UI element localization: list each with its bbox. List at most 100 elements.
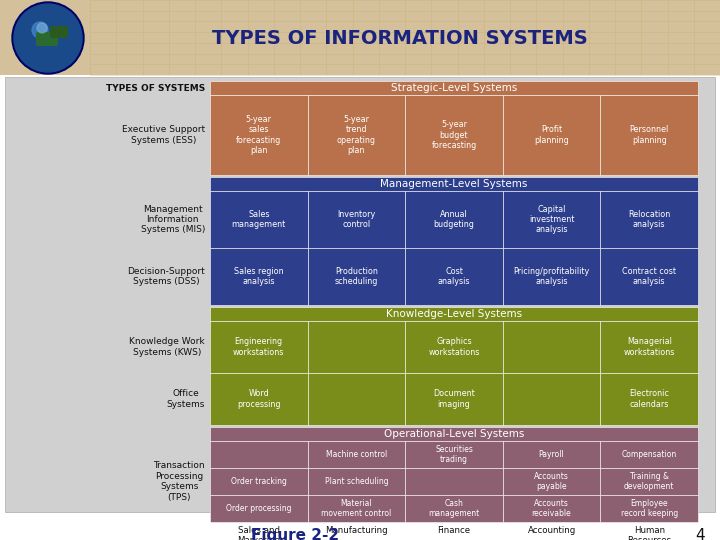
FancyBboxPatch shape xyxy=(307,191,405,248)
FancyBboxPatch shape xyxy=(307,95,405,175)
Text: Contract cost
analysis: Contract cost analysis xyxy=(622,267,676,286)
Text: Material
movement control: Material movement control xyxy=(321,499,392,518)
FancyBboxPatch shape xyxy=(503,191,600,248)
FancyBboxPatch shape xyxy=(210,321,307,373)
Text: Word
processing: Word processing xyxy=(237,389,281,409)
FancyBboxPatch shape xyxy=(600,248,698,305)
Text: Strategic-Level Systems: Strategic-Level Systems xyxy=(391,83,517,93)
Circle shape xyxy=(32,22,48,38)
Text: 4: 4 xyxy=(696,528,705,540)
Text: Plant scheduling: Plant scheduling xyxy=(325,477,388,486)
FancyBboxPatch shape xyxy=(210,248,307,305)
Text: Decision-Support
Systems (DSS): Decision-Support Systems (DSS) xyxy=(127,267,205,286)
FancyBboxPatch shape xyxy=(405,248,503,305)
FancyBboxPatch shape xyxy=(600,468,698,495)
Text: Figure 2-2: Figure 2-2 xyxy=(251,528,339,540)
Text: Order processing: Order processing xyxy=(226,504,292,513)
FancyBboxPatch shape xyxy=(503,321,600,373)
Text: Management
Information
Systems (MIS): Management Information Systems (MIS) xyxy=(140,205,205,234)
Text: Graphics
workstations: Graphics workstations xyxy=(428,338,480,357)
FancyBboxPatch shape xyxy=(600,441,698,468)
Text: Sales and
Marketing: Sales and Marketing xyxy=(237,526,280,540)
Text: Knowledge-Level Systems: Knowledge-Level Systems xyxy=(386,309,522,319)
Text: 5-year
budget
forecasting: 5-year budget forecasting xyxy=(431,120,477,150)
Circle shape xyxy=(14,4,82,72)
Text: Sales
management: Sales management xyxy=(232,210,286,229)
Text: TYPES OF SYSTEMS: TYPES OF SYSTEMS xyxy=(106,84,205,93)
FancyBboxPatch shape xyxy=(210,191,307,248)
FancyBboxPatch shape xyxy=(503,441,600,468)
FancyBboxPatch shape xyxy=(210,495,307,522)
FancyBboxPatch shape xyxy=(405,321,503,373)
Text: Inventory
control: Inventory control xyxy=(337,210,376,229)
Text: Cost
analysis: Cost analysis xyxy=(438,267,470,286)
FancyBboxPatch shape xyxy=(503,495,600,522)
FancyBboxPatch shape xyxy=(503,95,600,175)
Text: Document
imaging: Document imaging xyxy=(433,389,475,409)
FancyBboxPatch shape xyxy=(600,95,698,175)
Text: Securities
trading: Securities trading xyxy=(435,445,473,464)
FancyBboxPatch shape xyxy=(210,95,307,175)
Text: Employee
record keeping: Employee record keeping xyxy=(621,499,678,518)
Text: Production
scheduling: Production scheduling xyxy=(335,267,378,286)
Text: Annual
budgeting: Annual budgeting xyxy=(433,210,474,229)
FancyBboxPatch shape xyxy=(307,248,405,305)
Text: Sales region
analysis: Sales region analysis xyxy=(234,267,284,286)
Text: Payroll: Payroll xyxy=(539,450,564,459)
FancyBboxPatch shape xyxy=(405,191,503,248)
Text: Office
Systems: Office Systems xyxy=(166,389,205,409)
FancyBboxPatch shape xyxy=(307,468,405,495)
Text: Human
Resources: Human Resources xyxy=(627,526,671,540)
FancyBboxPatch shape xyxy=(307,373,405,425)
FancyBboxPatch shape xyxy=(5,77,715,512)
Text: Order tracking: Order tracking xyxy=(231,477,287,486)
FancyBboxPatch shape xyxy=(307,321,405,373)
Text: Knowledge Work
Systems (KWS): Knowledge Work Systems (KWS) xyxy=(130,338,205,357)
FancyBboxPatch shape xyxy=(405,441,503,468)
FancyBboxPatch shape xyxy=(503,248,600,305)
FancyBboxPatch shape xyxy=(405,373,503,425)
FancyBboxPatch shape xyxy=(307,441,405,468)
FancyBboxPatch shape xyxy=(36,32,58,46)
FancyBboxPatch shape xyxy=(210,468,307,495)
Text: Profit
planning: Profit planning xyxy=(534,125,569,145)
FancyBboxPatch shape xyxy=(0,0,720,75)
Text: Personnel
planning: Personnel planning xyxy=(629,125,669,145)
Text: Engineering
workstations: Engineering workstations xyxy=(233,338,284,357)
Text: Capital
investment
analysis: Capital investment analysis xyxy=(529,205,575,234)
FancyBboxPatch shape xyxy=(600,321,698,373)
Text: Relocation
analysis: Relocation analysis xyxy=(628,210,670,229)
FancyBboxPatch shape xyxy=(210,81,698,95)
Text: Executive Support
Systems (ESS): Executive Support Systems (ESS) xyxy=(122,125,205,145)
FancyBboxPatch shape xyxy=(50,26,68,38)
Text: Manufacturing: Manufacturing xyxy=(325,526,387,535)
Text: Managerial
workstations: Managerial workstations xyxy=(624,338,675,357)
FancyBboxPatch shape xyxy=(600,495,698,522)
Text: TYPES OF INFORMATION SYSTEMS: TYPES OF INFORMATION SYSTEMS xyxy=(212,29,588,48)
Text: Transaction
Processing
Systems
(TPS): Transaction Processing Systems (TPS) xyxy=(153,461,205,502)
FancyBboxPatch shape xyxy=(210,441,307,468)
Text: Cash
management: Cash management xyxy=(428,499,480,518)
FancyBboxPatch shape xyxy=(210,427,698,441)
FancyBboxPatch shape xyxy=(405,95,503,175)
Text: Operational-Level Systems: Operational-Level Systems xyxy=(384,429,524,439)
Text: Finance: Finance xyxy=(438,526,471,535)
FancyBboxPatch shape xyxy=(210,373,307,425)
FancyBboxPatch shape xyxy=(503,373,600,425)
Text: 5-year
trend
operating
plan: 5-year trend operating plan xyxy=(337,115,376,155)
Text: 5-year
sales
forecasting
plan: 5-year sales forecasting plan xyxy=(236,115,282,155)
Text: Accounts
payable: Accounts payable xyxy=(534,472,569,491)
FancyBboxPatch shape xyxy=(600,191,698,248)
Circle shape xyxy=(37,23,47,33)
Text: Training &
development: Training & development xyxy=(624,472,675,491)
Text: Machine control: Machine control xyxy=(325,450,387,459)
Text: Management-Level Systems: Management-Level Systems xyxy=(380,179,528,189)
Text: Pricing/profitability
analysis: Pricing/profitability analysis xyxy=(513,267,590,286)
FancyBboxPatch shape xyxy=(210,307,698,321)
Text: Accounting: Accounting xyxy=(528,526,576,535)
FancyBboxPatch shape xyxy=(405,495,503,522)
Text: Electronic
calendars: Electronic calendars xyxy=(629,389,669,409)
Text: Accounts
receivable: Accounts receivable xyxy=(532,499,572,518)
FancyBboxPatch shape xyxy=(405,468,503,495)
Text: Compensation: Compensation xyxy=(621,450,677,459)
